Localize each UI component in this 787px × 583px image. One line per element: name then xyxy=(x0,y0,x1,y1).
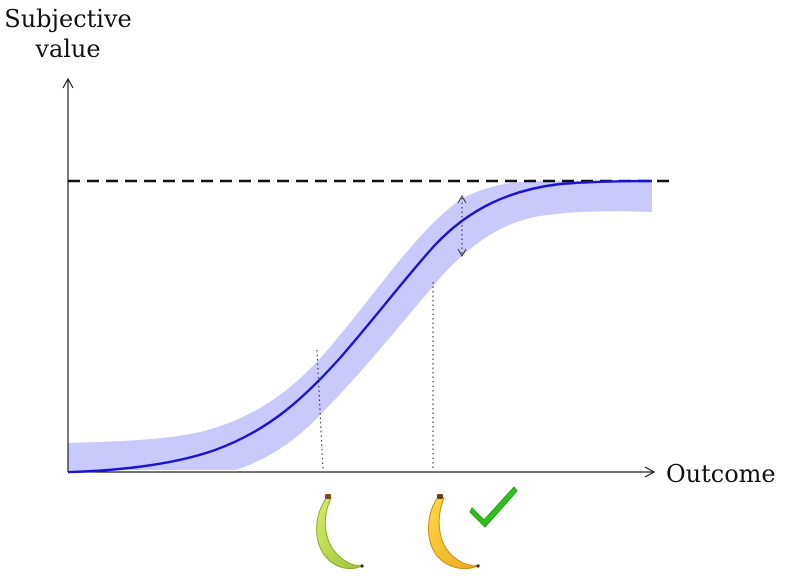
y-axis-arrowhead-icon xyxy=(62,77,74,89)
banana-ripe-icon xyxy=(428,494,480,570)
uncertainty-band xyxy=(68,180,652,471)
y-axis-label-line2: value xyxy=(35,35,101,63)
y-axis-label-line1: Subjective xyxy=(4,5,132,33)
banana-unripe-icon xyxy=(316,494,364,570)
x-axis-arrowhead-icon xyxy=(644,466,656,478)
value-curve xyxy=(67,179,653,474)
checkmark-icon xyxy=(469,486,518,528)
y-axis-label: Subjective value xyxy=(0,4,136,64)
x-axis-label: Outcome xyxy=(666,460,776,488)
gap-arrow-down-icon xyxy=(457,248,467,258)
gap-arrow-up-icon xyxy=(457,194,467,204)
drop-line-unripe xyxy=(316,349,324,471)
